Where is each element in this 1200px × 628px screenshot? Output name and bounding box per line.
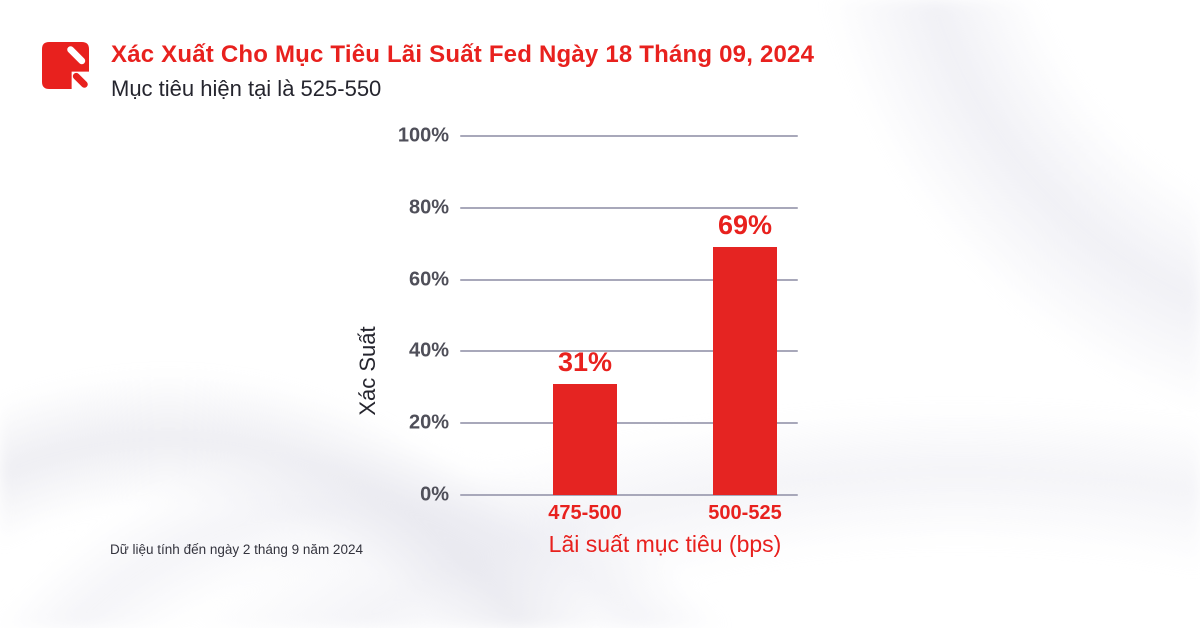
y-axis-title: Xác Suất (355, 326, 380, 416)
y-tick-label: 40% (408, 339, 449, 362)
x-axis-title: Lãi suất mục tiêu (bps) (548, 531, 782, 557)
x-tick-label: 475-500 (548, 502, 622, 524)
gridline (460, 135, 798, 137)
y-tick-label: 0% (420, 483, 449, 506)
y-tick-label: 20% (408, 411, 449, 434)
x-tick-label: 500-525 (708, 502, 782, 524)
header-text: Xác Xuất Cho Mục Tiêu Lãi Suất Fed Ngày … (111, 40, 814, 103)
gridline (460, 206, 798, 209)
header: Xác Xuất Cho Mục Tiêu Lãi Suất Fed Ngày … (42, 40, 814, 103)
gridline (460, 350, 798, 353)
chart-bar-475-500 (553, 383, 617, 495)
plot-area: 0% 20% 40% 60% 80% 100% 31% 475-500 69% 500-525 (398, 125, 798, 524)
gridline (460, 494, 798, 496)
footnote: Dữ liệu tính đến ngày 2 tháng 9 năm 2024 (110, 542, 363, 557)
y-tick-label: 100% (397, 124, 449, 147)
bar-value-label: 69% (717, 210, 773, 241)
y-tick-label: 80% (408, 196, 449, 219)
y-tick-label: 60% (408, 268, 449, 291)
gridline (460, 278, 798, 281)
brand-logo-icon (42, 42, 89, 89)
chart-bar-500-525 (713, 247, 777, 495)
gridline (460, 422, 798, 425)
bar-value-label: 31% (557, 346, 613, 377)
chart-title: Xác Xuất Cho Mục Tiêu Lãi Suất Fed Ngày … (111, 41, 815, 68)
chart-subtitle: Mục tiêu hiện tại là 525-550 (111, 76, 382, 101)
